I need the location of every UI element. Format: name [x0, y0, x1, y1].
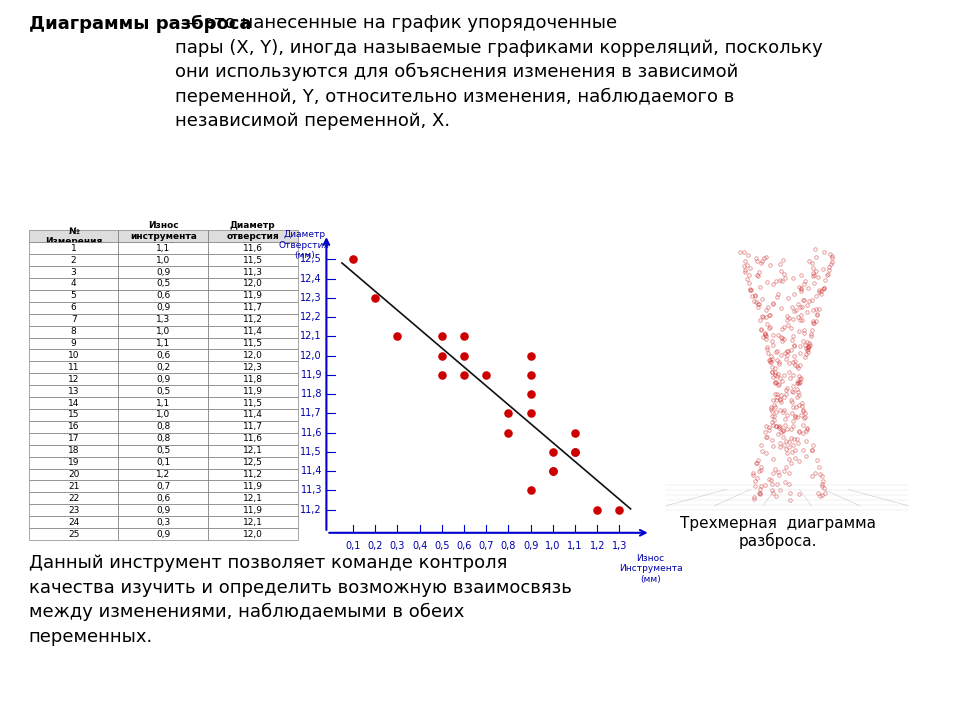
- Text: 12,3: 12,3: [300, 293, 322, 303]
- Point: [479, 369, 494, 381]
- Text: Диаграммы разброса: Диаграммы разброса: [29, 14, 252, 32]
- Point: [523, 388, 539, 400]
- Point: [456, 350, 471, 361]
- Text: 11,6: 11,6: [300, 428, 322, 438]
- Text: 0,5: 0,5: [434, 541, 449, 551]
- Text: 0,3: 0,3: [390, 541, 405, 551]
- Text: 0,8: 0,8: [501, 541, 516, 551]
- Text: 12,2: 12,2: [300, 312, 322, 322]
- Point: [545, 465, 561, 477]
- Text: 1,0: 1,0: [545, 541, 561, 551]
- Point: [346, 253, 361, 265]
- Text: Износ
Инструмента
(мм): Износ Инструмента (мм): [619, 554, 683, 584]
- Point: [567, 427, 583, 438]
- Text: — это нанесенные на график упорядоченные
пары (X, Y), иногда называемые графикам: — это нанесенные на график упорядоченные…: [175, 14, 823, 130]
- Text: 0,2: 0,2: [368, 541, 383, 551]
- Text: 12,5: 12,5: [300, 254, 322, 264]
- Text: 11,4: 11,4: [300, 466, 322, 476]
- Text: 11,2: 11,2: [300, 505, 322, 515]
- Point: [501, 408, 516, 419]
- Point: [567, 446, 583, 458]
- Point: [523, 369, 539, 381]
- Text: 1,2: 1,2: [589, 541, 605, 551]
- Text: 0,1: 0,1: [346, 541, 361, 551]
- Point: [567, 446, 583, 458]
- Point: [456, 369, 471, 381]
- Text: 12,1: 12,1: [300, 331, 322, 341]
- Point: [523, 408, 539, 419]
- Text: 0,7: 0,7: [478, 541, 494, 551]
- Text: Диаметр
Отверстия
(мм): Диаметр Отверстия (мм): [278, 230, 329, 260]
- Text: 12,0: 12,0: [300, 351, 322, 361]
- Point: [589, 504, 605, 516]
- Text: 0,9: 0,9: [523, 541, 539, 551]
- Point: [434, 350, 449, 361]
- Text: 0,6: 0,6: [456, 541, 471, 551]
- Point: [368, 292, 383, 304]
- Text: 1,3: 1,3: [612, 541, 627, 551]
- Point: [501, 427, 516, 438]
- Point: [545, 446, 561, 458]
- Point: [434, 369, 449, 381]
- Text: 11,9: 11,9: [300, 370, 322, 380]
- Point: [390, 330, 405, 342]
- Text: Трехмерная  диаграмма
разброса.: Трехмерная диаграмма разброса.: [680, 516, 876, 549]
- Point: [434, 330, 449, 342]
- Text: 11,8: 11,8: [300, 389, 322, 399]
- Point: [523, 350, 539, 361]
- Text: 11,5: 11,5: [300, 447, 322, 457]
- Point: [612, 504, 627, 516]
- Text: Данный инструмент позволяет команде контроля
качества изучить и определить возмо: Данный инструмент позволяет команде конт…: [29, 554, 571, 646]
- Point: [545, 465, 561, 477]
- Point: [523, 485, 539, 496]
- Text: 11,3: 11,3: [300, 485, 322, 495]
- Text: 12,4: 12,4: [300, 274, 322, 284]
- Point: [456, 330, 471, 342]
- Text: 1,1: 1,1: [567, 541, 583, 551]
- Text: 0,4: 0,4: [412, 541, 427, 551]
- Text: 11,7: 11,7: [300, 408, 322, 418]
